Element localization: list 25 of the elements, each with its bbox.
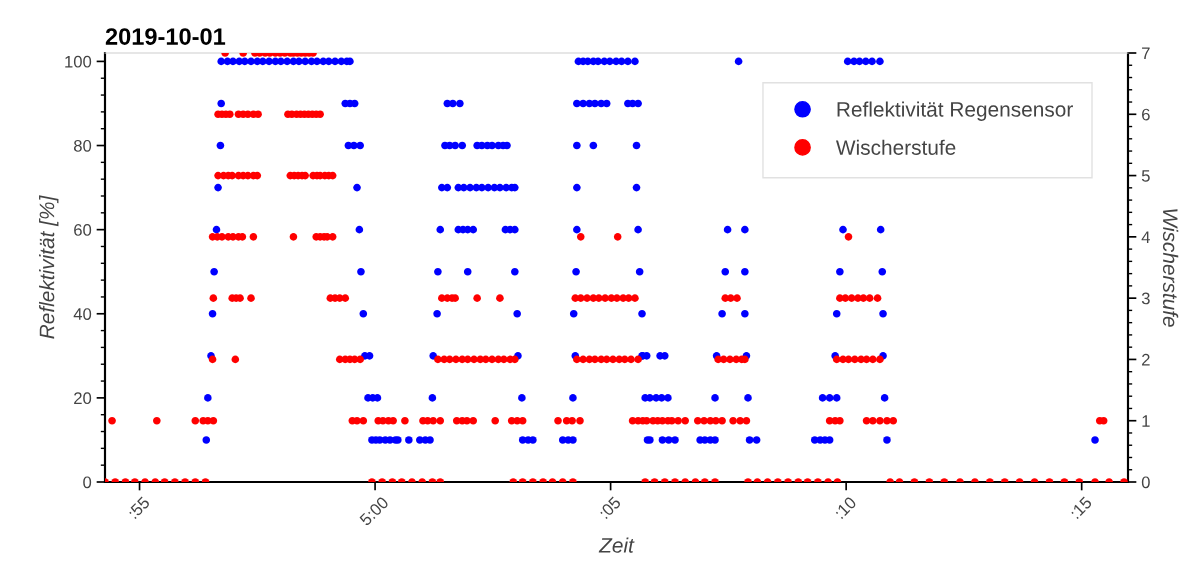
legend-label: Wischerstufe xyxy=(835,139,956,155)
y-tick-label: 0 xyxy=(83,476,92,489)
chart-title: 2019-10-01 xyxy=(105,28,226,45)
y2-axis-title: Wischerstufe xyxy=(1162,209,1179,327)
y-tick-label: 40 xyxy=(73,308,92,320)
y2-tick-label: 1 xyxy=(1142,415,1150,427)
x-tick-label: :10 xyxy=(833,495,858,520)
x-axis-title: Zeit xyxy=(598,537,635,553)
y-tick-label: 100 xyxy=(65,55,92,68)
y2-tick-label: 6 xyxy=(1142,108,1150,121)
legend-label: Reflektivität Regensensor xyxy=(837,101,1073,121)
y2-tick-label: 2 xyxy=(1142,353,1150,366)
y-tick-label: 60 xyxy=(74,224,92,236)
y2-tick-label: 0 xyxy=(1141,476,1150,489)
y2-tick-label: 7 xyxy=(1142,47,1150,60)
y-tick-label: 20 xyxy=(74,392,92,405)
y2-tick-label: 3 xyxy=(1141,292,1150,305)
x-tick-label: :55 xyxy=(127,496,151,520)
y2-tick-label: 4 xyxy=(1141,231,1150,243)
x-tick-label: :15 xyxy=(1069,496,1093,520)
y2-tick-label: 5 xyxy=(1141,170,1150,182)
y-axis-title: Reflektivität [%] xyxy=(39,195,59,339)
x-tick-label: 5:00 xyxy=(358,495,390,527)
y-tick-label: 80 xyxy=(73,139,92,152)
x-tick-label: :05 xyxy=(598,496,622,520)
